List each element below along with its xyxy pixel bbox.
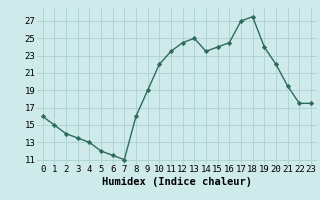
X-axis label: Humidex (Indice chaleur): Humidex (Indice chaleur) bbox=[102, 177, 252, 187]
